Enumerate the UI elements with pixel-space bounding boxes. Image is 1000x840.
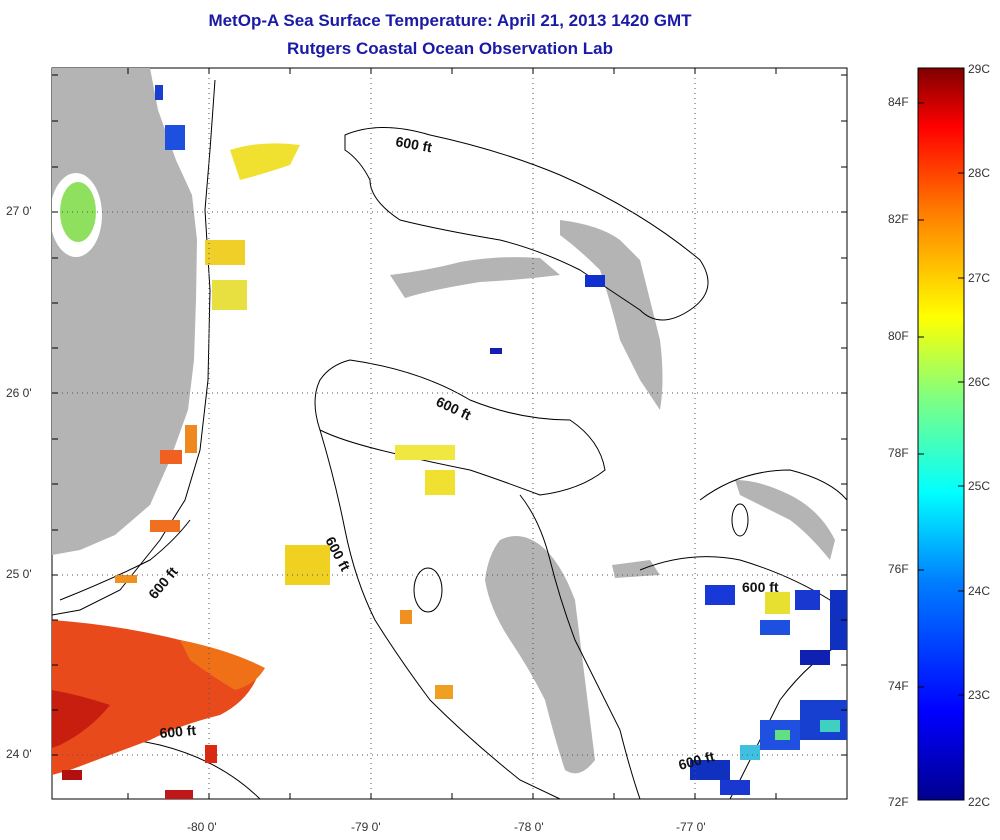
sst-patches (52, 85, 847, 799)
y-tick-label: 24 0' (6, 747, 32, 761)
contour-label-5: 600 ft (159, 722, 197, 741)
map-title: MetOp-A Sea Surface Temperature: April 2… (208, 11, 692, 30)
colorbar-ticks (918, 102, 964, 696)
x-tick-label: -79 0' (351, 820, 381, 834)
colorbar-c-label: 28C (968, 166, 991, 180)
y-tick-label: 27 0' (6, 204, 32, 218)
grand-bahama-land (390, 257, 560, 298)
colorbar-c-label: 24C (968, 584, 991, 598)
colorbar-c-label: 26C (968, 375, 991, 389)
colorbar-f-label: 78F (888, 446, 909, 460)
x-tick-label: -77 0' (676, 820, 706, 834)
colorbar-f-label: 82F (888, 212, 909, 226)
colorbar-c-label: 23C (968, 688, 991, 702)
y-tick-label: 26 0' (6, 386, 32, 400)
frame-ticks (52, 68, 847, 799)
colorbar-c-label: 22C (968, 795, 991, 809)
colorbar-f-label: 84F (888, 95, 909, 109)
colorbar-c-label: 27C (968, 271, 991, 285)
contour-label-6: 600 ft (742, 579, 779, 595)
y-tick-label: 25 0' (6, 567, 32, 581)
colorbar-c-label: 25C (968, 479, 991, 493)
contour-label-1: 600 ft (394, 133, 433, 155)
colorbar-f-label: 80F (888, 329, 909, 343)
colorbar (917, 67, 965, 801)
colorbar-f-label: 74F (888, 679, 909, 693)
colorbar-f-label: 72F (888, 795, 909, 809)
x-tick-label: -78 0' (514, 820, 544, 834)
colorbar-c-label: 29C (968, 62, 991, 76)
map-grid (52, 68, 847, 799)
x-tick-label: -80 0' (187, 820, 217, 834)
colorbar-f-label: 76F (888, 562, 909, 576)
map-subtitle: Rutgers Coastal Ocean Observation Lab (287, 39, 613, 58)
abaco-land (560, 220, 663, 410)
andros-land (485, 536, 595, 774)
